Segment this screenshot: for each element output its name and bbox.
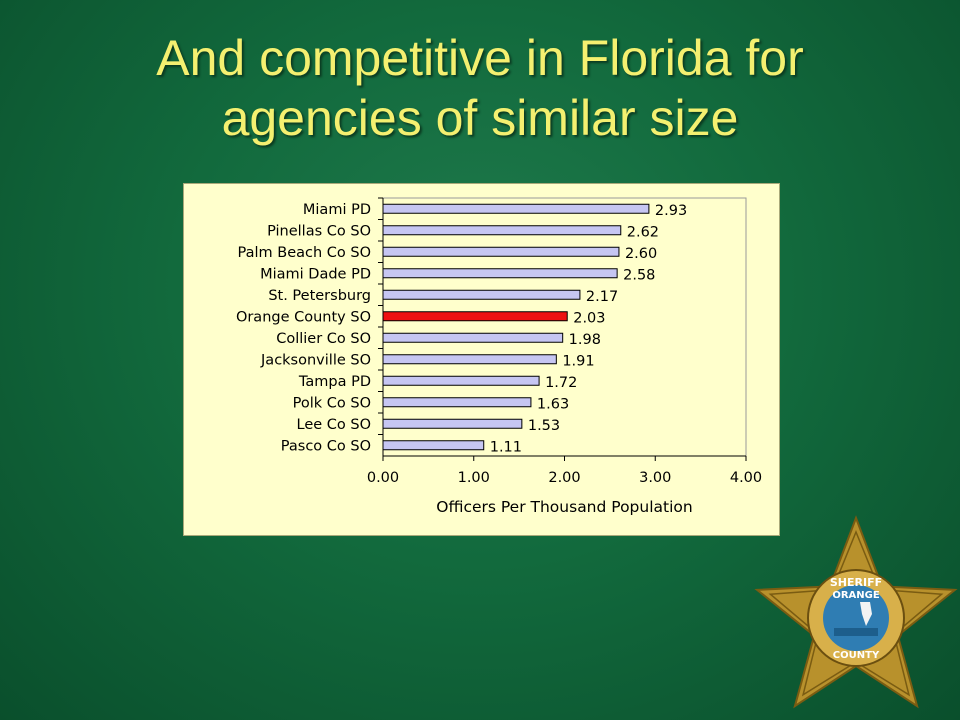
bar-tampa-pd <box>382 375 540 386</box>
badge-florida-shape <box>860 602 872 626</box>
x-tick-label: 3.00 <box>639 470 671 486</box>
bar-pinellas-co-so <box>382 225 622 236</box>
bar-palm-beach-co-so <box>382 246 620 257</box>
category-label: Jacksonville SO <box>260 352 371 368</box>
badge-water <box>834 628 878 636</box>
data-label: 2.93 <box>655 203 687 219</box>
category-label: Orange County SO <box>236 309 371 325</box>
bar-miami-pd <box>382 203 650 214</box>
category-label: Collier Co SO <box>276 331 371 347</box>
title-line-1: And competitive in Florida for <box>156 30 804 86</box>
x-tick-label: 4.00 <box>730 470 762 486</box>
data-label: 1.91 <box>562 353 594 369</box>
category-label: Tampa PD <box>298 374 371 390</box>
bar-collier-co-so <box>382 332 564 343</box>
category-label: Miami PD <box>303 202 371 218</box>
data-label: 2.58 <box>623 267 655 283</box>
badge-text-bottom: COUNTY <box>833 650 880 661</box>
x-tick-label: 2.00 <box>548 470 580 486</box>
badge-text-top: SHERIFF <box>830 576 882 589</box>
bar-chart-panel: Miami PD 2.93 Pinellas Co SO 2.62 Palm Beach… <box>183 183 780 536</box>
category-label: Miami Dade PD <box>260 266 371 282</box>
bar-lee-co-so <box>382 418 523 429</box>
category-label: Palm Beach Co SO <box>238 245 372 261</box>
badge-text-mid: ORANGE <box>832 590 880 601</box>
category-label: Polk Co SO <box>293 395 371 411</box>
x-tick-label: 0.00 <box>367 470 399 486</box>
category-label: Pinellas Co SO <box>267 223 371 239</box>
data-label: 1.53 <box>528 418 560 434</box>
x-tick-label: 1.00 <box>458 470 490 486</box>
bar-pasco-co-so <box>382 440 485 451</box>
bar-st-petersburg <box>382 289 581 300</box>
title-line-2: agencies of similar size <box>221 90 739 146</box>
bar-polk-co-so <box>382 397 532 408</box>
data-label: 1.72 <box>545 375 577 391</box>
slide-title: And competitive in Florida for agencies … <box>40 28 920 148</box>
data-label: 1.11 <box>490 439 522 455</box>
bar-chart: Miami PD 2.93 Pinellas Co SO 2.62 Palm Beach… <box>236 197 762 516</box>
data-label: 2.17 <box>586 289 618 305</box>
category-label: Pasco Co SO <box>281 438 371 454</box>
bar-orange-county-so <box>382 311 568 322</box>
data-label: 1.98 <box>569 332 601 348</box>
sheriff-star-badge-icon: SHERIFF ORANGE COUNTY <box>754 515 958 709</box>
category-label: Lee Co SO <box>297 417 372 433</box>
bar-miami-dade-pd <box>382 268 618 279</box>
data-label: 2.62 <box>627 224 659 240</box>
data-label: 2.60 <box>625 246 657 262</box>
data-label: 1.63 <box>537 396 569 412</box>
category-label: St. Petersburg <box>268 288 371 304</box>
bar-jacksonville-so <box>382 354 557 365</box>
plot-area <box>382 197 747 457</box>
data-label: 2.03 <box>573 310 605 326</box>
x-axis-title: Officers Per Thousand Population <box>436 498 692 516</box>
